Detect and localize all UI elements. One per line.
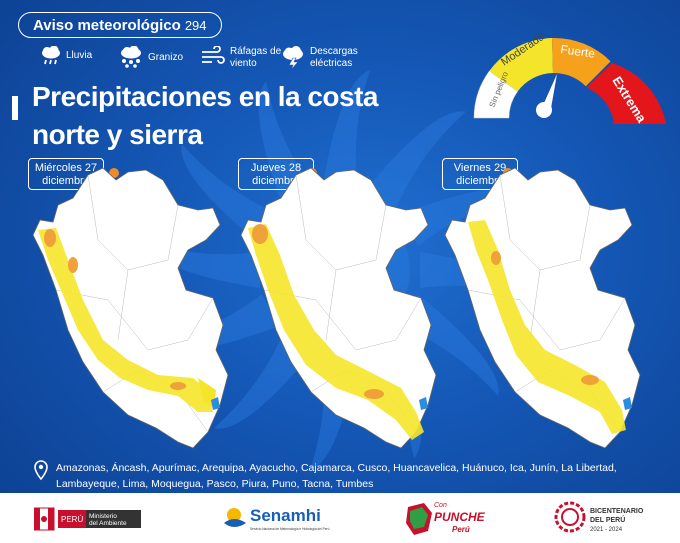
legend-label: Granizo xyxy=(148,52,184,63)
rain-zone-moderada xyxy=(38,228,213,412)
location-pin-icon xyxy=(34,460,48,481)
date-line-2: diciembre xyxy=(42,175,90,187)
gauge-segment-moderada xyxy=(489,38,553,92)
gauge-label-fuerte: Fuerte xyxy=(560,42,597,61)
date-line-2: diciembre xyxy=(252,175,300,187)
date-line-1: Jueves 28 xyxy=(250,162,302,174)
lake-titicaca xyxy=(623,397,632,410)
legend-label: Descargas xyxy=(310,46,358,57)
ministry-line1: Ministerio xyxy=(89,513,117,520)
affected-regions: Amazonas, Áncash, Apurímac, Arequipa, Ay… xyxy=(34,458,664,492)
bulletin-number: 294 xyxy=(184,18,207,33)
legend-label-line2: eléctricas xyxy=(310,58,353,69)
bicentenario-years: 2021 - 2024 xyxy=(590,527,623,533)
senamhi-subtitle: Servicio Nacional de Meteorología e Hidr… xyxy=(250,527,330,531)
legend-label: Ráfagas de xyxy=(230,46,282,57)
rain-zone-moderada xyxy=(248,224,424,440)
minam-logo: PERÚ Ministerio del Ambiente xyxy=(33,506,154,537)
hail-cloud-icon xyxy=(121,46,141,68)
legend-item-hail: Granizo xyxy=(118,46,183,68)
legend-item-wind: Ráfagas de viento xyxy=(200,46,281,70)
peru-label: PERÚ xyxy=(61,515,83,524)
map-day-2 xyxy=(240,167,437,449)
footer-logos: PERÚ Ministerio del Ambiente Senamhi Ser… xyxy=(0,493,680,543)
map-day-1 xyxy=(32,167,229,449)
sun-ray xyxy=(322,70,370,190)
date-dot-icon xyxy=(109,168,119,178)
rain-zone-fuerte xyxy=(491,251,501,265)
rain-zone-fuerte xyxy=(68,257,78,273)
campaign-logo: Con PUNCHE Perú xyxy=(402,497,492,543)
rain-zone-fuerte xyxy=(44,229,56,247)
legend-item-lightning: Descargas eléctricas xyxy=(280,46,358,70)
rain-cloud-icon xyxy=(42,46,60,65)
danger-level-gauge: Sin peligro Moderada Fuerte Extrema xyxy=(473,30,666,126)
gauge-pivot xyxy=(536,102,552,118)
ministry-line2: del Ambiente xyxy=(89,520,127,527)
regions-list: Amazonas, Áncash, Apurímac, Arequipa, Ay… xyxy=(56,462,617,490)
gauge-segment-fuerte xyxy=(552,37,611,87)
date-line-1: Miércoles 27 xyxy=(34,162,98,174)
bicentenario-line2: DEL PERÚ xyxy=(590,515,625,524)
senamhi-logo: Senamhi Servicio Nacional de Meteorologí… xyxy=(222,501,342,542)
campaign-line3: Perú xyxy=(452,525,470,534)
page-title: Precipitaciones en la costa norte y sier… xyxy=(32,78,379,154)
legend-label-line2: viento xyxy=(230,58,257,69)
rain-zone-fuerte xyxy=(170,382,186,390)
bicentenario-line1: BICENTENARIO xyxy=(590,508,644,515)
title-line-2: norte y sierra xyxy=(32,119,203,150)
rain-zone-fuerte xyxy=(581,375,599,385)
wind-gust-icon xyxy=(202,46,225,64)
campaign-line1: Con xyxy=(434,502,447,509)
legend-item-rain: Lluvia xyxy=(40,46,92,66)
date-line-1: Viernes 29 xyxy=(453,162,507,174)
bulletin-label: Aviso meteorológico xyxy=(33,17,181,34)
bulletin-badge: Aviso meteorológico 294 xyxy=(18,12,222,38)
lightning-cloud-icon xyxy=(283,46,303,70)
legend-label: Lluvia xyxy=(66,50,93,61)
sun-ray xyxy=(364,111,466,210)
sun-ray xyxy=(181,144,280,246)
lake-titicaca xyxy=(419,397,428,410)
campaign-line2: PUNCHE xyxy=(434,510,486,524)
senamhi-name: Senamhi xyxy=(250,506,321,525)
gauge-segment-extrema xyxy=(586,63,666,124)
date-line-2: diciembre xyxy=(456,175,504,187)
title-accent-bar xyxy=(12,96,18,120)
bicentenario-logo: BICENTENARIO DEL PERÚ 2021 - 2024 xyxy=(552,499,662,542)
map-day-3 xyxy=(444,167,641,449)
lake-titicaca xyxy=(211,397,220,410)
rain-zone-fuerte xyxy=(252,224,268,244)
rain-zone-fuerte xyxy=(364,389,384,399)
title-line-1: Precipitaciones en la costa xyxy=(32,81,379,112)
